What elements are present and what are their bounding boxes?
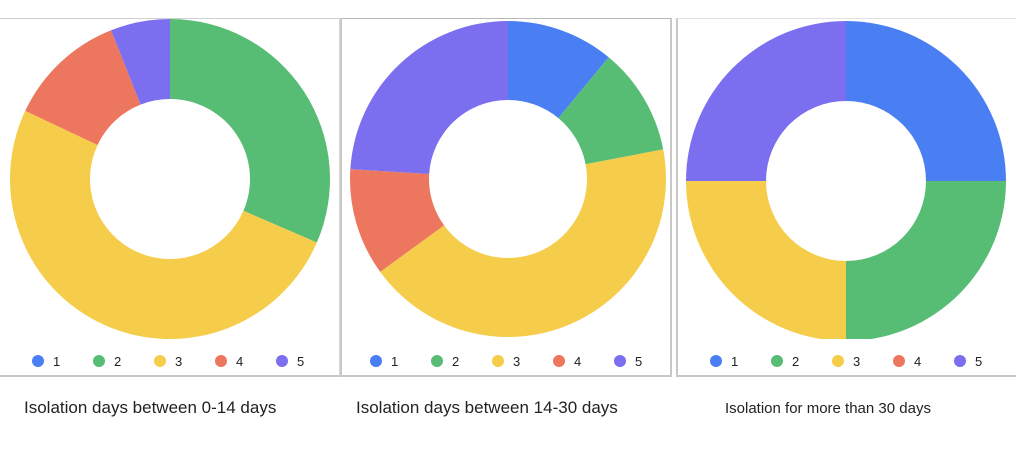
legend-item-3: 3 bbox=[492, 351, 520, 371]
chart-caption-14-30-days: Isolation days between 14-30 days bbox=[356, 398, 618, 417]
legend-item-4: 4 bbox=[893, 351, 921, 371]
legend-label: 3 bbox=[175, 353, 183, 369]
legend-item-1: 1 bbox=[370, 351, 398, 371]
donut-slice-4 bbox=[25, 30, 141, 145]
legend-label: 3 bbox=[853, 353, 861, 369]
legend-label: 4 bbox=[574, 353, 582, 369]
legend-item-1: 1 bbox=[32, 351, 60, 371]
legend-label: 1 bbox=[53, 353, 61, 369]
legend-item-5: 5 bbox=[614, 351, 642, 371]
legend-label: 1 bbox=[391, 353, 399, 369]
legend-label: 2 bbox=[114, 353, 122, 369]
legend-label: 5 bbox=[635, 353, 643, 369]
chart-caption-over-30-days: Isolation for more than 30 days bbox=[725, 400, 931, 417]
legend-item-1: 1 bbox=[710, 351, 738, 371]
legend-item-2: 2 bbox=[771, 351, 799, 371]
legend-over-30-days: 1 2 3 4 5 bbox=[678, 351, 1016, 371]
legend-dot-icon bbox=[832, 355, 844, 367]
legend-item-3: 3 bbox=[154, 351, 182, 371]
chart-panel-0-14-days: 1 2 3 4 5 bbox=[0, 18, 340, 377]
legend-item-5: 5 bbox=[954, 351, 982, 371]
legend-dot-icon bbox=[553, 355, 565, 367]
donut-slice-4 bbox=[350, 169, 445, 272]
legend-label: 5 bbox=[297, 353, 305, 369]
legend-item-5: 5 bbox=[276, 351, 304, 371]
legend-dot-icon bbox=[954, 355, 966, 367]
legend-dot-icon bbox=[893, 355, 905, 367]
legend-item-3: 3 bbox=[832, 351, 860, 371]
chart-panel-14-30-days: 1 2 3 4 5 bbox=[340, 18, 672, 377]
donut-chart-14-30-days bbox=[350, 21, 666, 338]
legend-label: 1 bbox=[731, 353, 739, 369]
legend-dot-icon bbox=[154, 355, 166, 367]
legend-item-4: 4 bbox=[553, 351, 581, 371]
legend-item-4: 4 bbox=[215, 351, 243, 371]
legend-dot-icon bbox=[276, 355, 288, 367]
chart-panel-over-30-days: 1 2 3 4 5 bbox=[676, 18, 1016, 377]
donut-chart-0-14-days bbox=[10, 19, 330, 339]
donut-slice-2 bbox=[846, 181, 1006, 339]
legend-dot-icon bbox=[710, 355, 722, 367]
legend-dot-icon bbox=[431, 355, 443, 367]
donut-slice-2 bbox=[170, 19, 330, 243]
legend-0-14-days: 1 2 3 4 5 bbox=[0, 351, 339, 371]
legend-dot-icon bbox=[492, 355, 504, 367]
legend-label: 4 bbox=[236, 353, 244, 369]
donut-slice-5 bbox=[686, 21, 846, 181]
legend-label: 4 bbox=[914, 353, 922, 369]
donut-slice-2 bbox=[558, 57, 664, 165]
donut-slice-3 bbox=[380, 149, 666, 338]
donut-slice-5 bbox=[350, 21, 508, 175]
legend-dot-icon bbox=[771, 355, 783, 367]
donut-slice-3 bbox=[10, 110, 317, 339]
legend-item-2: 2 bbox=[431, 351, 459, 371]
legend-dot-icon bbox=[215, 355, 227, 367]
donut-slice-1 bbox=[508, 21, 609, 119]
legend-14-30-days: 1 2 3 4 5 bbox=[342, 351, 670, 371]
legend-label: 2 bbox=[452, 353, 460, 369]
legend-item-2: 2 bbox=[93, 351, 121, 371]
donut-slice-1 bbox=[846, 21, 1006, 181]
donut-chart-over-30-days bbox=[686, 21, 1006, 339]
legend-label: 2 bbox=[792, 353, 800, 369]
donut-slice-5 bbox=[111, 19, 170, 105]
donut-slice-3 bbox=[686, 181, 846, 339]
legend-dot-icon bbox=[32, 355, 44, 367]
legend-dot-icon bbox=[370, 355, 382, 367]
legend-dot-icon bbox=[93, 355, 105, 367]
legend-dot-icon bbox=[614, 355, 626, 367]
chart-caption-0-14-days: Isolation days between 0-14 days bbox=[24, 398, 277, 417]
legend-label: 3 bbox=[513, 353, 521, 369]
legend-label: 5 bbox=[975, 353, 983, 369]
